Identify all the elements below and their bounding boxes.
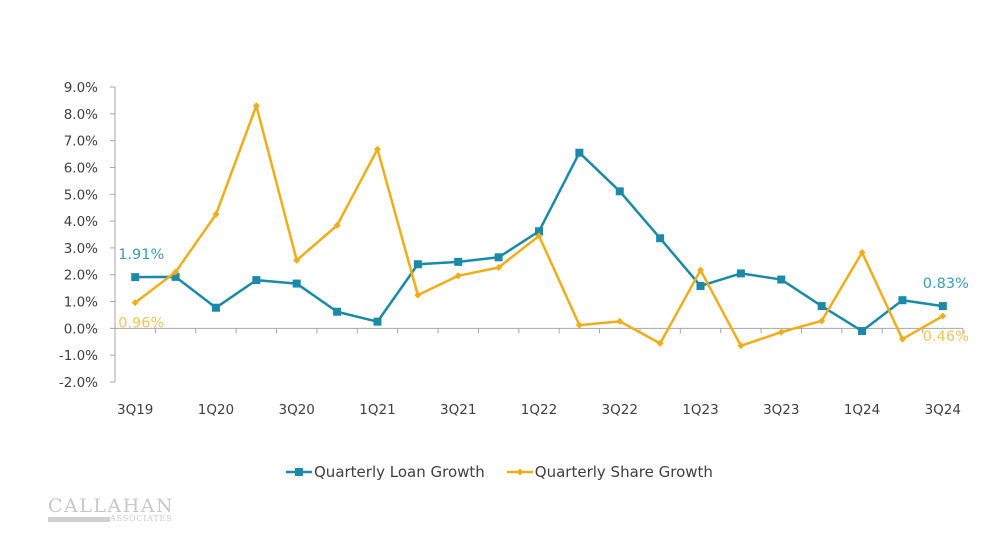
data-point-square xyxy=(858,327,867,336)
x-tick-label: 1Q20 xyxy=(198,402,234,418)
data-point-square xyxy=(494,253,503,262)
data-point-square xyxy=(696,281,705,290)
y-tick-label: -2.0% xyxy=(59,375,98,391)
y-tick-label: 7.0% xyxy=(64,134,98,150)
y-axis: -2.0% -1.0% 0.0% 1.0% 2.0% 3.0% 4.0% 5.0% 6.0% 7.… xyxy=(59,80,116,391)
x-tick-label: 3Q24 xyxy=(925,402,961,418)
legend: Quarterly Loan Growth Quarterly Share Gr… xyxy=(286,463,735,481)
data-point-diamond xyxy=(818,317,826,325)
data-point-diamond xyxy=(333,221,341,229)
logo-wordmark: CALLAHAN xyxy=(48,495,175,517)
data-point-diamond xyxy=(777,328,785,336)
data-point-square xyxy=(898,296,907,305)
legend-label: Quarterly Share Growth xyxy=(534,463,713,481)
callahan-logo: CALLAHAN ASSOCIATES xyxy=(48,495,175,527)
data-point-diamond xyxy=(252,102,260,110)
data-point-square xyxy=(252,276,261,285)
data-point-square xyxy=(373,317,382,326)
x-tick-label: 3Q21 xyxy=(440,402,476,418)
data-point-square xyxy=(777,275,786,284)
data-point-diamond xyxy=(616,317,624,325)
annotation-layer: 1.91% 0.83% 0.96% 0.46% xyxy=(118,247,969,345)
y-tick-label: 8.0% xyxy=(64,107,98,123)
x-tick-label: 3Q19 xyxy=(117,402,153,418)
data-point-square xyxy=(131,273,140,282)
data-point-square xyxy=(656,234,665,243)
data-point-diamond xyxy=(131,299,139,307)
data-point-diamond xyxy=(414,291,422,299)
data-label: 0.83% xyxy=(923,276,969,292)
data-point-diamond xyxy=(575,321,583,329)
data-point-diamond xyxy=(535,232,543,240)
data-point-diamond xyxy=(858,248,866,256)
data-point-diamond xyxy=(737,342,745,350)
y-tick-label: -1.0% xyxy=(59,348,98,364)
y-tick-label: 2.0% xyxy=(64,268,98,284)
x-tick-label: 3Q23 xyxy=(763,402,799,418)
data-point-square xyxy=(454,257,463,266)
data-point-square xyxy=(615,187,624,196)
x-tick-label: 1Q23 xyxy=(682,402,718,418)
data-point-diamond xyxy=(454,272,462,280)
data-label: 1.91% xyxy=(118,247,164,263)
x-tick-label: 3Q22 xyxy=(602,402,638,418)
y-tick-label: 3.0% xyxy=(64,241,98,257)
x-tick-label: 1Q24 xyxy=(844,402,880,418)
legend-diamond-marker-icon xyxy=(506,468,533,476)
y-tick-label: 0.0% xyxy=(64,321,98,337)
data-point-square xyxy=(535,227,543,236)
data-point-square xyxy=(575,148,584,157)
data-point-square xyxy=(736,269,745,278)
data-point-square xyxy=(938,302,947,311)
series-share-growth xyxy=(131,102,947,350)
data-point-diamond xyxy=(939,312,947,320)
legend-item-share-growth[interactable]: Quarterly Share Growth xyxy=(506,463,713,481)
data-point-square xyxy=(333,307,342,316)
data-point-square xyxy=(292,279,301,288)
series-layer xyxy=(131,102,947,350)
x-tick-label: 1Q22 xyxy=(521,402,557,418)
legend-label: Quarterly Loan Growth xyxy=(314,463,485,481)
data-point-diamond xyxy=(898,335,906,343)
data-point-square xyxy=(211,303,220,312)
x-tick-label: 1Q21 xyxy=(359,402,395,418)
logo-bar xyxy=(48,517,110,522)
data-point-diamond xyxy=(656,339,664,347)
data-point-diamond xyxy=(373,145,381,153)
x-tick-label: 3Q20 xyxy=(279,402,315,418)
data-point-square xyxy=(171,272,180,281)
data-label: 0.96% xyxy=(118,316,164,332)
data-point-diamond xyxy=(495,263,503,271)
y-tick-label: 4.0% xyxy=(64,214,98,230)
series-loan-growth xyxy=(131,148,947,336)
data-point-square xyxy=(413,260,422,269)
data-point-diamond xyxy=(212,210,220,218)
y-tick-label: 9.0% xyxy=(64,80,98,96)
y-tick-label: 1.0% xyxy=(64,295,98,311)
legend-item-loan-growth[interactable]: Quarterly Loan Growth xyxy=(286,463,485,481)
legend-square-marker-icon xyxy=(286,468,312,476)
data-label: 0.46% xyxy=(923,329,969,345)
data-point-diamond xyxy=(293,256,301,264)
data-point-diamond xyxy=(172,268,180,276)
y-tick-label: 6.0% xyxy=(64,160,98,176)
data-point-diamond xyxy=(697,266,705,274)
data-point-square xyxy=(817,302,826,311)
x-axis: 3Q19 1Q20 3Q20 1Q21 3Q21 1Q22 3Q22 1Q23 3Q23 1Q24… xyxy=(115,327,964,418)
logo-subtext: ASSOCIATES xyxy=(110,514,173,523)
y-tick-label: 5.0% xyxy=(64,187,98,203)
